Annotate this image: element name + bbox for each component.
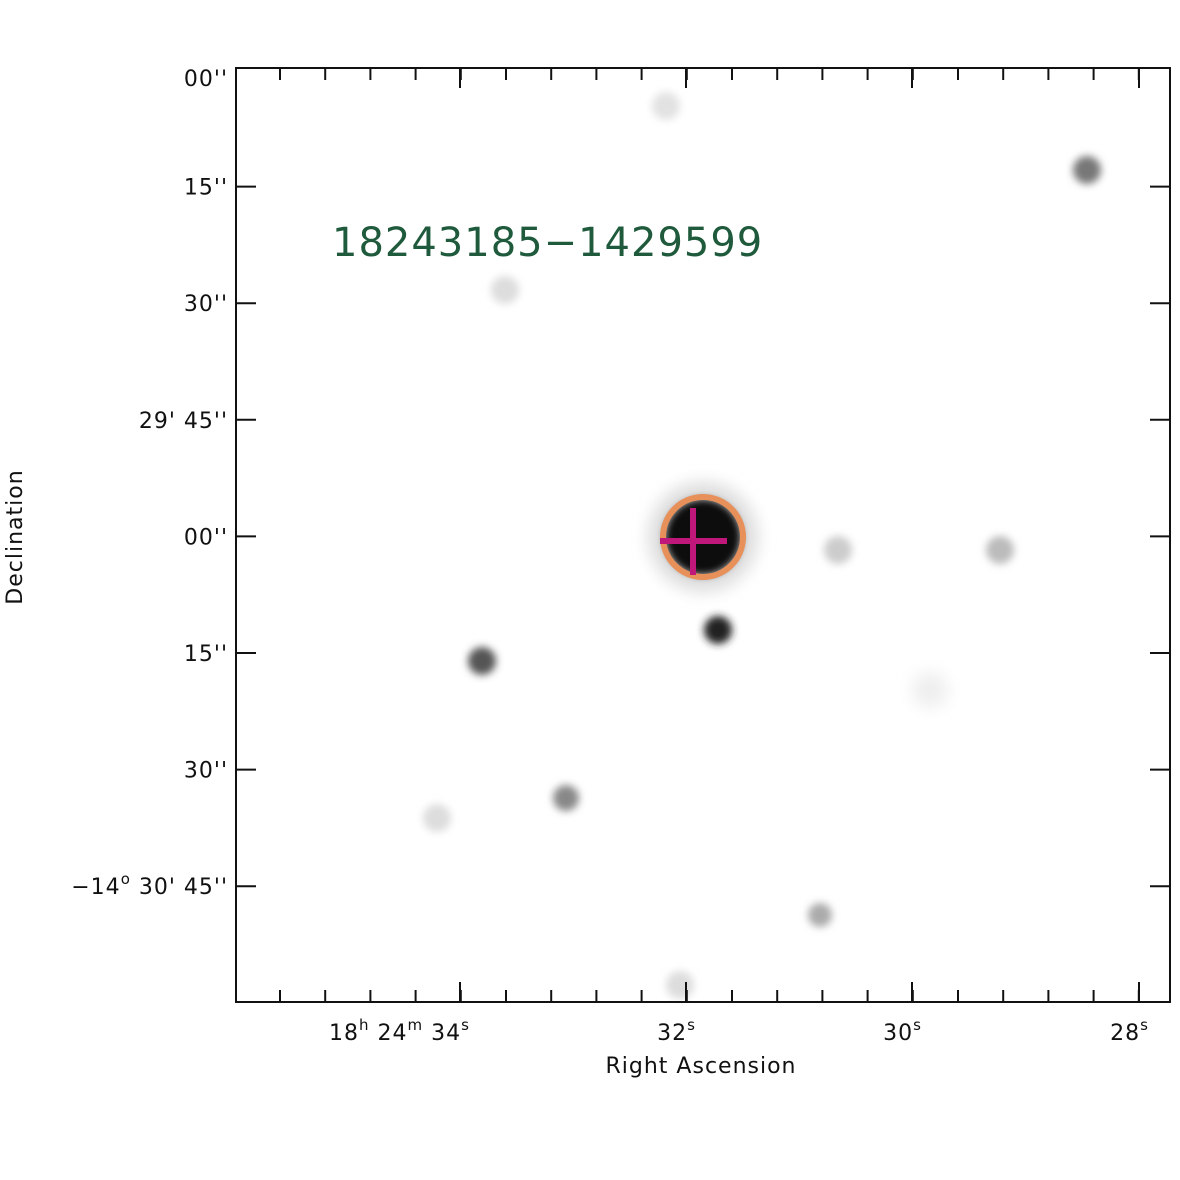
x-tick-label-part: 34 xyxy=(423,1021,461,1046)
y-tick-label-part: 30'' xyxy=(184,759,228,784)
x-tick-label-part: 28 xyxy=(1110,1021,1140,1046)
y-tick-label-part: 30' 45'' xyxy=(131,875,228,900)
x-tick-label-part: 24 xyxy=(370,1021,408,1046)
y-tick-label-part: o xyxy=(121,870,131,888)
target-cross xyxy=(660,508,727,575)
y-tick-label: 29' 45'' xyxy=(139,409,228,434)
x-tick-label: 28s xyxy=(1110,1016,1149,1046)
x-tick-label-part: s xyxy=(461,1016,470,1034)
chart-title: 18243185−1429599 xyxy=(332,220,763,266)
x-axis-label: Right Ascension xyxy=(606,1054,797,1079)
y-tick-label: 15'' xyxy=(184,642,228,667)
x-tick-label: 18h 24m 34s xyxy=(329,1016,470,1046)
x-tick-label: 30s xyxy=(883,1016,922,1046)
x-tick-label-part: 32 xyxy=(657,1021,687,1046)
y-tick-label-part: 30'' xyxy=(184,292,228,317)
x-tick-label-part: 18 xyxy=(329,1021,359,1046)
y-tick-label: 30'' xyxy=(184,759,228,784)
y-tick-label-part: −14 xyxy=(71,875,120,900)
y-tick-label-part: 00'' xyxy=(184,525,228,550)
y-tick-label: 15'' xyxy=(184,176,228,201)
target-circle xyxy=(660,494,746,580)
x-tick-label-part: s xyxy=(687,1016,696,1034)
y-axis-label: Declination xyxy=(3,469,28,604)
y-tick-label-part: 29' 45'' xyxy=(139,409,228,434)
y-tick-label: 00'' xyxy=(184,525,228,550)
plot-frame xyxy=(235,67,1171,1003)
x-tick-label-part: s xyxy=(1140,1016,1149,1034)
y-tick-label: 00'' xyxy=(184,67,228,92)
y-tick-label: 30'' xyxy=(184,292,228,317)
y-tick-label-part: 15'' xyxy=(184,176,228,201)
x-tick-label-part: s xyxy=(913,1016,922,1034)
y-tick-label: −14o 30' 45'' xyxy=(71,870,228,900)
y-tick-label-part: 00'' xyxy=(184,67,228,92)
y-tick-label-part: 15'' xyxy=(184,642,228,667)
x-tick-label-part: m xyxy=(408,1016,424,1034)
x-tick-label: 32s xyxy=(657,1016,696,1046)
x-tick-label-part: h xyxy=(359,1016,370,1034)
x-tick-label-part: 30 xyxy=(883,1021,913,1046)
